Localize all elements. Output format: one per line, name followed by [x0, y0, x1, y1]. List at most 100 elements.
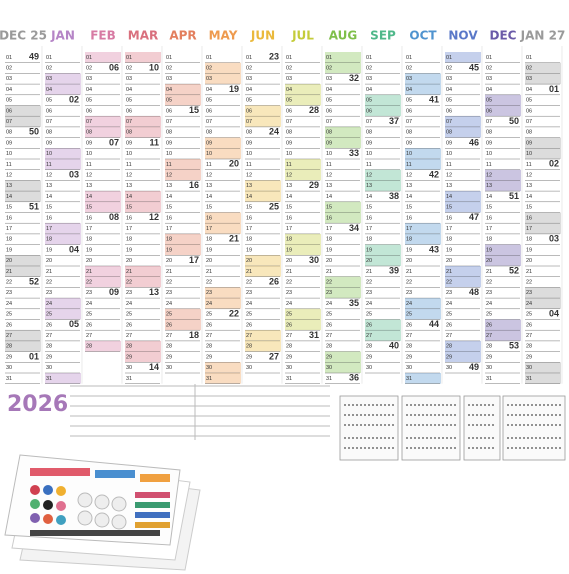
day-number: 01	[126, 55, 132, 61]
day-number: 21	[206, 269, 212, 275]
day-number: 15	[446, 205, 452, 211]
day-number: 27	[46, 333, 52, 339]
day-number: 22	[126, 280, 132, 286]
day-number: 02	[326, 66, 332, 72]
day-number: 06	[446, 108, 452, 114]
day-number: 27	[86, 333, 92, 339]
day-number: 11	[446, 162, 452, 168]
day-number: 04	[206, 87, 212, 93]
day-number: 06	[86, 108, 92, 114]
day-number: 12	[126, 173, 132, 179]
weekend-shade	[165, 319, 201, 331]
weekend-shade	[85, 201, 121, 213]
weekend-shade	[405, 373, 441, 384]
day-number: 14	[526, 194, 532, 200]
day-number: 13	[46, 183, 52, 189]
day-number: 08	[486, 130, 492, 136]
day-number: 23	[366, 290, 372, 296]
day-number: 12	[366, 173, 372, 179]
day-number: 06	[246, 108, 252, 114]
day-number: 11	[206, 162, 212, 168]
day-number: 08	[86, 130, 92, 136]
day-number: 02	[126, 66, 132, 72]
day-number: 31	[286, 376, 292, 382]
day-number: 16	[246, 215, 252, 221]
day-number: 06	[286, 108, 292, 114]
day-number: 20	[246, 258, 252, 264]
week-number: 16	[189, 180, 199, 190]
day-number: 23	[526, 290, 532, 296]
day-number: 05	[286, 98, 292, 104]
week-number: 02	[549, 159, 559, 169]
day-number: 15	[326, 205, 332, 211]
day-number: 27	[166, 333, 172, 339]
day-number: 23	[86, 290, 92, 296]
day-number: 10	[446, 151, 452, 157]
weekend-shade	[5, 191, 41, 202]
day-number: 18	[526, 237, 532, 243]
day-number: 16	[6, 215, 12, 221]
month-header: JAN 27	[520, 29, 566, 43]
week-number: 40	[389, 341, 399, 351]
day-number: 26	[286, 322, 292, 328]
day-number: 28	[446, 344, 452, 350]
week-number: 17	[189, 255, 199, 265]
day-number: 11	[406, 162, 412, 168]
day-number: 23	[6, 290, 12, 296]
day-number: 03	[246, 76, 252, 82]
month-header: JAN	[50, 29, 75, 43]
weekend-shade	[365, 94, 401, 106]
weekend-shade	[165, 94, 201, 106]
day-number: 16	[86, 215, 92, 221]
day-number: 21	[406, 269, 412, 275]
day-number: 12	[166, 173, 172, 179]
day-number: 07	[166, 119, 172, 125]
weekend-shade	[285, 233, 321, 245]
day-number: 08	[326, 130, 332, 136]
day-number: 18	[326, 237, 332, 243]
weekend-shade	[125, 191, 161, 202]
week-number: 41	[429, 95, 439, 105]
weekend-shade	[85, 116, 121, 127]
day-number: 20	[526, 258, 532, 264]
day-number: 28	[366, 344, 372, 350]
day-number: 19	[46, 247, 52, 253]
day-number: 01	[326, 55, 332, 61]
weekend-shade	[405, 84, 441, 95]
day-number: 16	[286, 215, 292, 221]
day-number: 26	[46, 322, 52, 328]
weekend-shade	[525, 362, 561, 373]
day-number: 28	[406, 344, 412, 350]
week-number: 10	[149, 62, 159, 72]
day-number: 10	[86, 151, 92, 157]
day-number: 25	[46, 312, 52, 318]
day-number: 29	[246, 354, 252, 360]
day-number: 13	[366, 183, 372, 189]
weekend-shade	[5, 330, 41, 341]
week-number: 28	[309, 105, 319, 115]
day-number: 13	[126, 183, 132, 189]
day-number: 24	[526, 301, 532, 307]
year-title: 2026	[7, 392, 68, 417]
day-number: 29	[286, 354, 292, 360]
day-number: 24	[486, 301, 492, 307]
notes-area	[70, 384, 330, 440]
day-number: 22	[446, 280, 452, 286]
day-number: 22	[326, 280, 332, 286]
weekend-shade	[205, 223, 241, 234]
day-number: 09	[406, 140, 412, 146]
weekend-shade	[525, 298, 561, 309]
weekend-shade	[325, 362, 361, 373]
day-number: 18	[166, 237, 172, 243]
weekend-shade	[205, 137, 241, 149]
day-number: 19	[126, 247, 132, 253]
day-number: 15	[166, 205, 172, 211]
day-number: 11	[246, 162, 252, 168]
day-number: 29	[366, 354, 372, 360]
day-number: 05	[486, 98, 492, 104]
day-number: 17	[526, 226, 532, 232]
day-number: 17	[366, 226, 372, 232]
day-number: 04	[486, 87, 492, 93]
weekend-shade	[245, 330, 281, 341]
week-number: 03	[549, 234, 559, 244]
